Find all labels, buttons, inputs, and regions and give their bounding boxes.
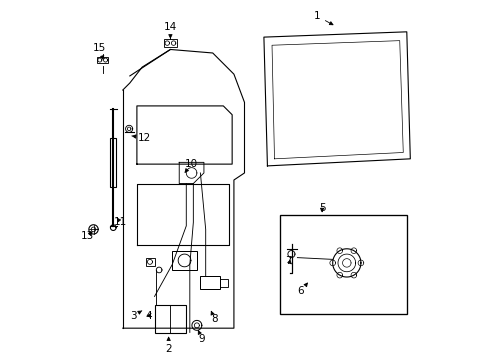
Text: 4: 4 bbox=[145, 311, 152, 321]
Bar bbox=[145, 258, 154, 266]
Text: 8: 8 bbox=[211, 311, 217, 324]
Bar bbox=[219, 279, 227, 287]
Bar bbox=[279, 215, 406, 314]
Text: 10: 10 bbox=[184, 159, 198, 172]
Text: 14: 14 bbox=[163, 22, 177, 38]
Text: 3: 3 bbox=[130, 311, 142, 321]
Bar bbox=[200, 276, 219, 289]
Text: 13: 13 bbox=[81, 231, 94, 242]
Text: 2: 2 bbox=[165, 337, 172, 354]
Text: 1: 1 bbox=[313, 11, 332, 25]
Text: 7: 7 bbox=[285, 256, 291, 266]
Text: 5: 5 bbox=[318, 203, 325, 213]
Text: 9: 9 bbox=[198, 331, 205, 344]
Text: 12: 12 bbox=[132, 133, 150, 143]
Text: 6: 6 bbox=[297, 283, 307, 296]
Bar bbox=[110, 138, 116, 187]
Bar bbox=[97, 57, 108, 63]
Bar bbox=[164, 39, 176, 47]
Text: 11: 11 bbox=[113, 217, 127, 227]
Bar bbox=[172, 251, 197, 270]
Text: 15: 15 bbox=[93, 43, 106, 59]
Bar bbox=[154, 305, 186, 333]
